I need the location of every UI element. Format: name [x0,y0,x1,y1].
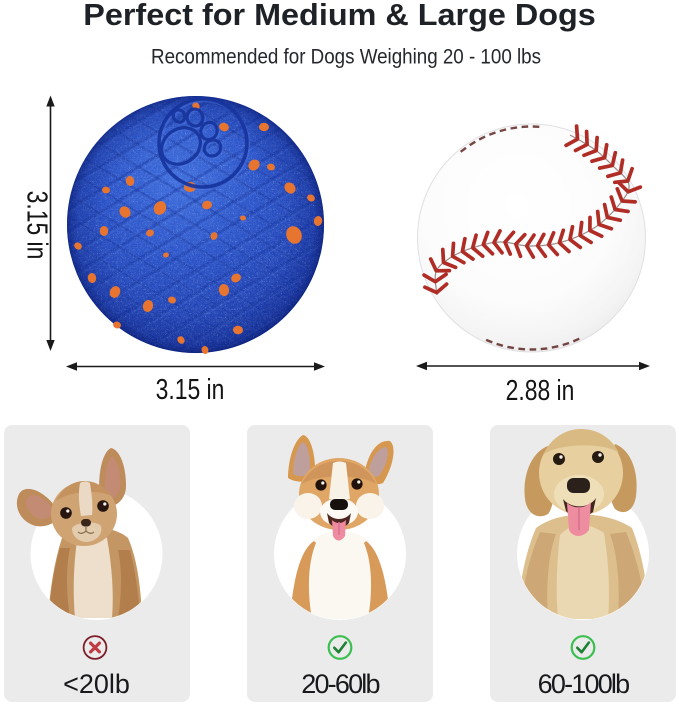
svg-text:<20lb: <20lb [63,669,130,699]
svg-text:Perfect for Medium & Large Dog: Perfect for Medium & Large Dogs [83,0,596,32]
svg-text:3.15 in: 3.15 in [21,191,54,260]
svg-text:3.15 in: 3.15 in [156,372,225,405]
svg-text:Recommended for Dogs Weighing: Recommended for Dogs Weighing 20 - 100 l… [151,46,541,69]
svg-text:20-60lb: 20-60lb [301,669,379,699]
svg-text:2.88 in: 2.88 in [506,373,575,406]
svg-text:60-100lb: 60-100lb [538,669,629,699]
